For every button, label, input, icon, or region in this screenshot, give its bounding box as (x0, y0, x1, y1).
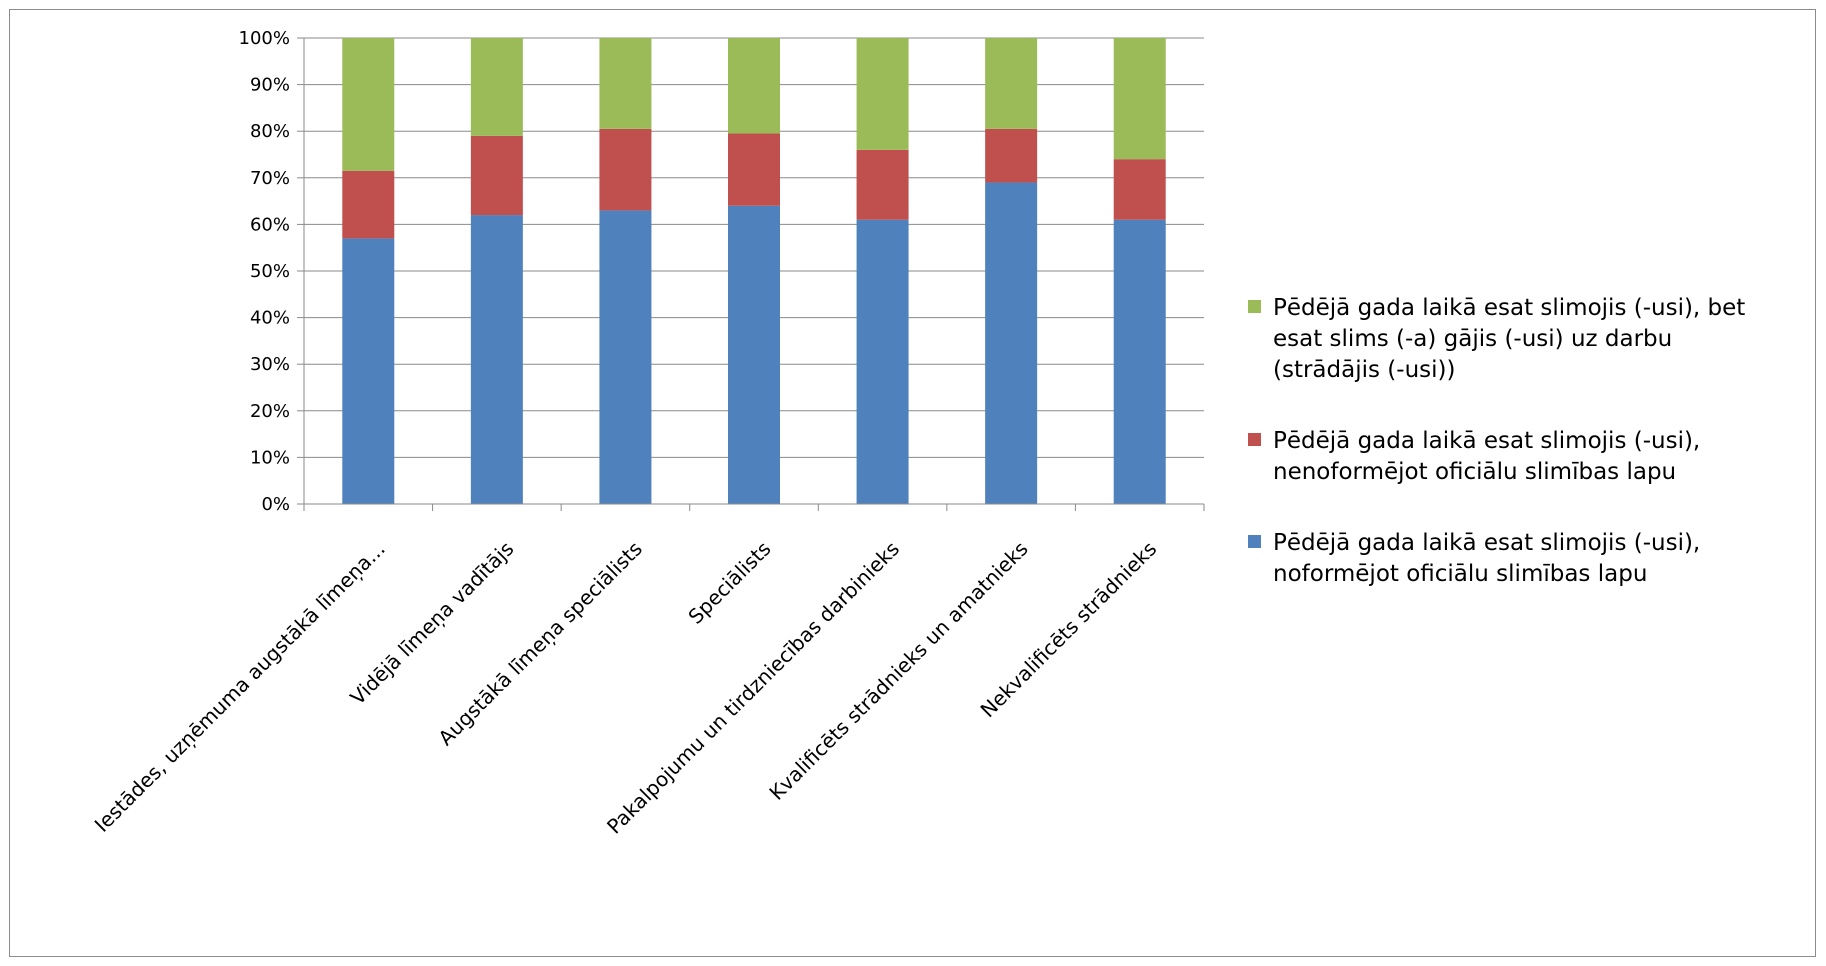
bar-segment-series-3 (985, 38, 1038, 129)
legend-label: noformējot oficiālu slimības lapu (1273, 561, 1647, 587)
y-tick-label: 70% (250, 168, 290, 189)
y-axis-ticks: 0% 10% 20% 30% 40% 50% 60% 70% 80% 90% 100% (239, 28, 290, 515)
axes (297, 37, 1205, 511)
bar-segment-series-1 (342, 238, 395, 504)
bar-segment-series-1 (856, 219, 909, 505)
legend-label: nenoformējot oficiālu slimības lapu (1273, 459, 1676, 485)
bar-segment-series-3 (856, 38, 909, 150)
bar-segment-series-2 (985, 128, 1038, 183)
y-tick-label: 30% (250, 354, 290, 375)
bar-segment-series-3 (599, 38, 652, 129)
bars (342, 38, 1166, 505)
bar-segment-series-3 (470, 38, 523, 136)
bar-segment-series-3 (728, 38, 780, 134)
y-tick-label: 90% (250, 75, 290, 96)
chart-frame (9, 9, 1816, 957)
x-axis-labels: Iestādes, uzņēmuma augstākā līmeņa...Vid… (90, 537, 1162, 839)
y-tick-label: 60% (250, 214, 290, 235)
bar-segment-series-2 (599, 128, 652, 211)
y-tick-label: 20% (250, 401, 290, 422)
bar-segment-series-1 (728, 205, 780, 504)
legend-label: Pēdējā gada laikā esat slimojis (-usi), (1273, 428, 1700, 454)
bar-segment-series-2 (856, 149, 909, 220)
y-tick-label: 10% (250, 447, 290, 468)
x-category-label: Kvalificēts strādnieks un amatnieks (764, 537, 1032, 805)
legend-swatch (1248, 300, 1261, 313)
legend-label: (strādājis (-usi)) (1273, 357, 1455, 383)
bar-segment-series-2 (728, 133, 780, 206)
bar-segment-series-3 (342, 38, 395, 171)
legend: Pēdējā gada laikā esat slimojis (-usi), … (1248, 295, 1745, 587)
legend-label: Pēdējā gada laikā esat slimojis (-usi), … (1273, 295, 1745, 321)
bar-segment-series-2 (470, 135, 523, 216)
y-tick-label: 80% (250, 121, 290, 142)
bar-segment-series-1 (985, 182, 1038, 504)
bar-segment-series-3 (1113, 38, 1166, 160)
x-category-label: Speciālists (683, 537, 775, 629)
x-category-label: Augstākā līmeņa speciālists (433, 537, 647, 751)
bar-segment-series-1 (470, 215, 523, 504)
x-category-label: Pakalpojumu un tirdzniecības darbinieks (602, 537, 904, 839)
legend-label: Pēdējā gada laikā esat slimojis (-usi), (1273, 530, 1700, 556)
bar-segment-series-1 (599, 210, 652, 505)
y-tick-label: 100% (239, 28, 290, 49)
y-tick-label: 50% (250, 261, 290, 282)
legend-swatch (1248, 535, 1261, 548)
legend-swatch (1248, 433, 1261, 446)
y-tick-label: 40% (250, 308, 290, 329)
legend-label: esat slims (-a) gājis (-usi) uz darbu (1273, 326, 1672, 352)
bar-segment-series-1 (1113, 219, 1166, 505)
bar-segment-series-2 (342, 170, 395, 239)
y-tick-label: 0% (261, 494, 290, 515)
x-category-label: Iestādes, uzņēmuma augstākā līmeņa... (90, 537, 390, 837)
bar-segment-series-2 (1113, 159, 1166, 220)
